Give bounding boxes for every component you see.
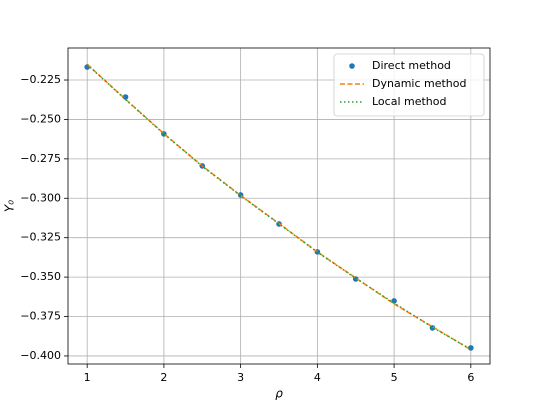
series-line [86,64,472,350]
legend-label: Local method [372,95,447,108]
plot-frame [67,47,491,365]
y-tick-label: −0.250 [20,112,61,125]
y-tick-label: −0.400 [20,349,61,362]
legend-label: Direct method [372,59,451,72]
x-tick-label: 6 [467,371,474,384]
y-axis-label: Y₀ [3,200,17,212]
y-tick-label: −0.325 [20,231,61,244]
x-tick-label: 1 [84,371,91,384]
y-tick-label: −0.275 [20,152,61,165]
x-tick-label: 2 [160,371,167,384]
x-tick-label: 5 [391,371,398,384]
y-tick-label: −0.375 [20,310,61,323]
x-tick-label: 3 [237,371,244,384]
y-tick-label: −0.225 [20,73,61,86]
data-point [468,345,474,351]
x-axis-label: ρ [275,387,283,401]
x-tick-label: 4 [314,371,321,384]
y-tick-label: −0.350 [20,270,61,283]
legend-marker [349,63,355,69]
legend-box [333,53,485,117]
legend-label: Dynamic method [372,77,467,90]
data-point [122,94,129,100]
data-point [391,298,397,304]
y-tick-label: −0.300 [20,191,61,204]
